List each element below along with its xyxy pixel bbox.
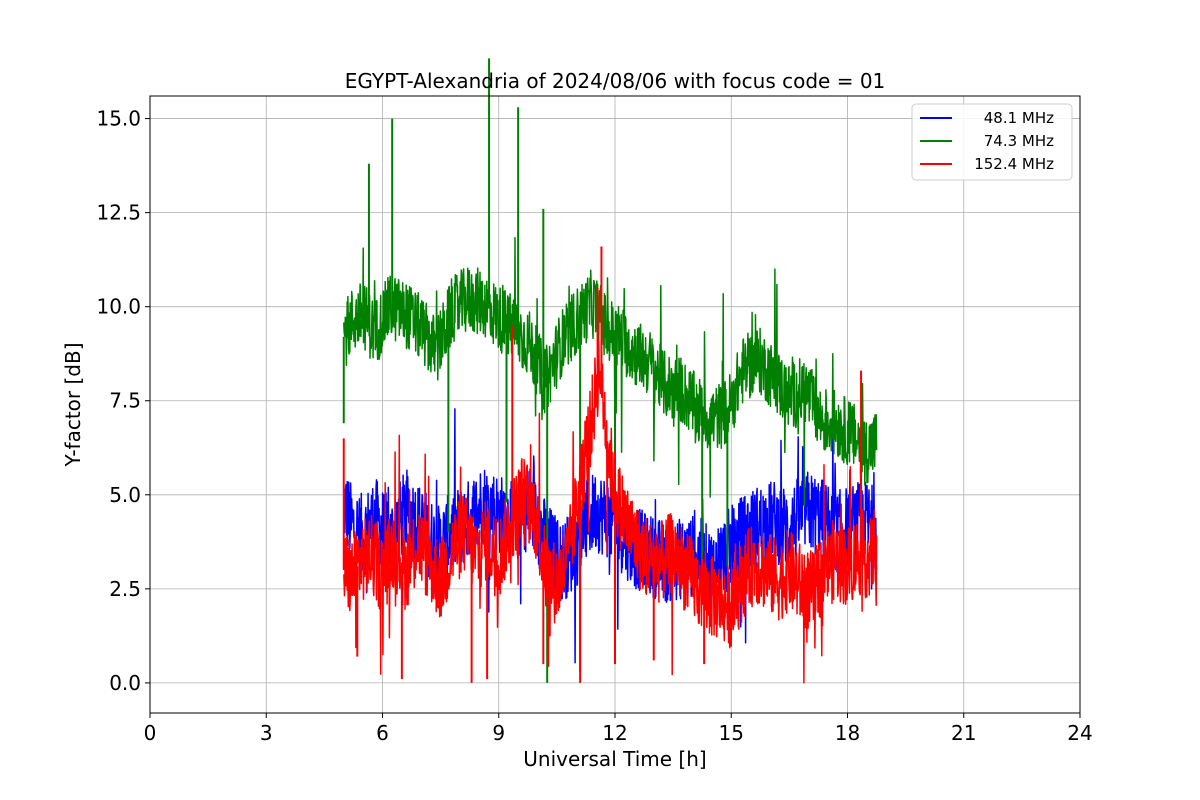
y-tick-label: 0.0 — [109, 671, 141, 695]
y-tick-label: 12.5 — [96, 201, 141, 225]
y-axis-label: Y-factor [dB] — [61, 342, 85, 467]
y-tick-label: 15.0 — [96, 107, 141, 131]
x-tick-label: 0 — [144, 721, 157, 745]
x-tick-label: 18 — [835, 721, 860, 745]
legend-label: 152.4 MHz — [974, 155, 1054, 173]
legend-label: 74.3 MHz — [984, 132, 1054, 150]
chart-title: EGYPT-Alexandria of 2024/08/06 with focu… — [345, 69, 886, 93]
y-tick-label: 7.5 — [109, 389, 141, 413]
y-tick-label: 5.0 — [109, 483, 141, 507]
y-tick-label: 2.5 — [109, 577, 141, 601]
x-tick-label: 9 — [492, 721, 505, 745]
y-tick-label: 10.0 — [96, 295, 141, 319]
x-tick-label: 15 — [719, 721, 744, 745]
x-axis-label: Universal Time [h] — [523, 747, 706, 771]
x-tick-label: 24 — [1067, 721, 1092, 745]
legend: 48.1 MHz 74.3 MHz 152.4 MHz — [911, 103, 1073, 181]
series-line-152-4-mhz — [343, 340, 878, 684]
x-axis: 0 3 6 9 12 15 18 21 24 — [144, 713, 1093, 745]
series-layer — [342, 58, 878, 684]
legend-box — [911, 103, 1073, 181]
x-tick-label: 12 — [602, 721, 627, 745]
x-tick-label: 21 — [951, 721, 976, 745]
x-tick-label: 6 — [376, 721, 389, 745]
legend-label: 48.1 MHz — [984, 109, 1054, 127]
plot-area — [342, 58, 878, 684]
x-tick-label: 3 — [260, 721, 273, 745]
y-axis: 0.0 2.5 5.0 7.5 10.0 12.5 15.0 — [96, 107, 150, 695]
series-line-74-3-mhz — [343, 237, 878, 507]
